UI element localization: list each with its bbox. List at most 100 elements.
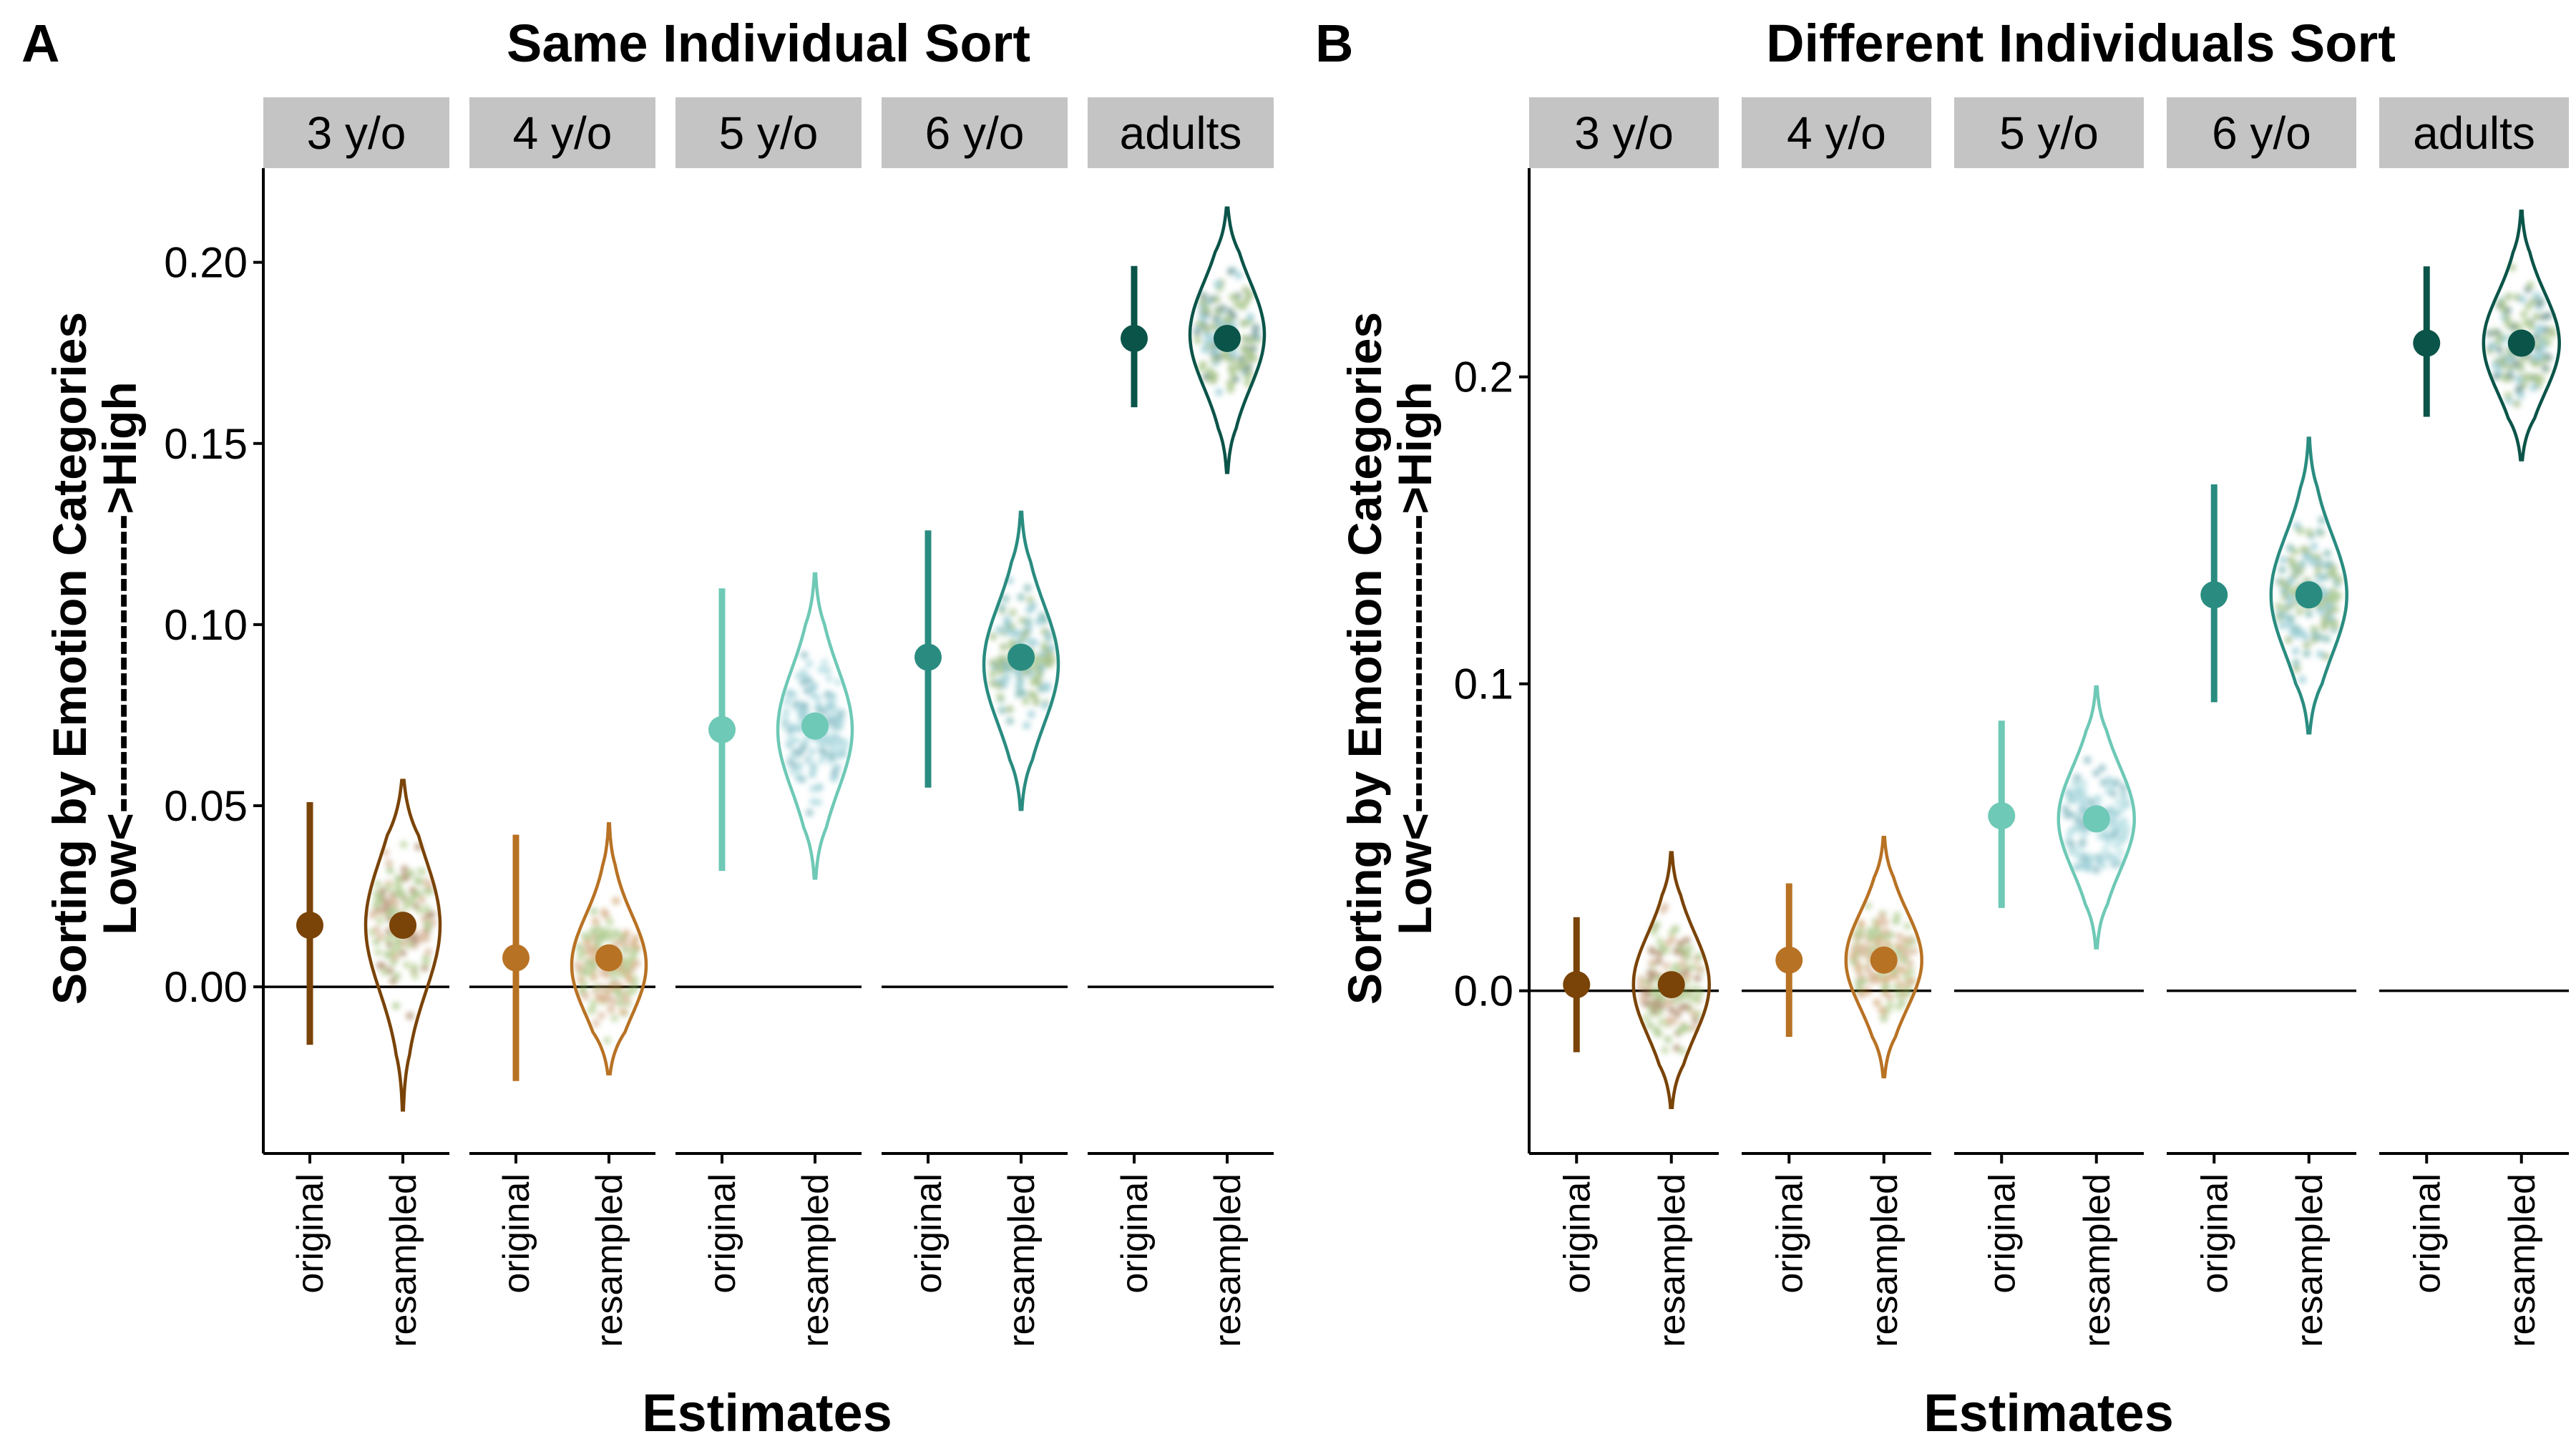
resample-draw — [1008, 638, 1016, 646]
resample-draw — [2066, 830, 2074, 838]
resample-draw — [580, 980, 588, 988]
resample-draw — [804, 687, 811, 695]
resample-draw — [2080, 831, 2087, 839]
resample-draw — [1003, 674, 1010, 682]
resample-draw — [384, 951, 391, 959]
resample-draw — [2116, 821, 2123, 829]
facet-strip-label: adults — [2413, 107, 2535, 159]
resample-draw — [1692, 994, 1700, 1002]
y-tick-label: 0.00 — [164, 963, 248, 1011]
resample-draw — [1024, 618, 1032, 625]
resample-draw — [1656, 950, 1664, 957]
resample-draw — [1023, 721, 1030, 729]
resample-draw — [1873, 999, 1881, 1007]
resample-draw — [2092, 866, 2100, 874]
resample-draw — [1873, 926, 1880, 934]
resample-draw — [1855, 926, 1863, 934]
y-axis-label: Sorting by Emotion CategoriesLow<-------… — [1338, 312, 1441, 1005]
resample-draw — [2079, 797, 2087, 805]
resample-draw — [419, 868, 426, 876]
resample-draw — [2076, 824, 2084, 832]
resample-draw — [2278, 566, 2286, 574]
resample-draw — [2318, 517, 2326, 524]
resample-draw — [1030, 663, 1038, 671]
resample-draw — [2489, 342, 2497, 350]
resample-draw — [2292, 659, 2300, 667]
resample-draw — [1664, 1035, 1672, 1043]
resample-draw — [386, 867, 394, 874]
resample-draw — [632, 935, 640, 942]
resample-draw — [2296, 567, 2304, 575]
resample-draw — [1653, 921, 1661, 929]
facet-strip — [675, 97, 862, 168]
resampled-violin — [2482, 209, 2561, 462]
resample-draw — [1214, 280, 1221, 288]
resample-draw — [998, 604, 1006, 612]
resample-draw — [1035, 679, 1043, 686]
resample-draw — [386, 967, 394, 975]
resample-draw — [401, 865, 409, 873]
resample-draw — [424, 923, 432, 931]
resample-draw — [1658, 1018, 1666, 1026]
resample-draw — [1646, 976, 1654, 984]
resample-draw — [1857, 972, 1865, 980]
resampled-point — [595, 944, 623, 972]
resample-draw — [585, 959, 592, 967]
y-tick-label: 0.10 — [164, 601, 248, 649]
resample-draw — [795, 774, 803, 781]
resample-draw — [1246, 313, 1254, 321]
resampled-violin — [364, 779, 442, 1112]
resample-draw — [1006, 717, 1014, 725]
resample-draw — [2292, 647, 2300, 655]
facet-strip-label: 4 y/o — [1787, 107, 1886, 159]
resample-draw — [786, 741, 793, 748]
resample-draw — [1240, 302, 1248, 310]
original-point — [1775, 946, 1803, 974]
resample-draw — [1864, 987, 1872, 995]
resample-draw — [1858, 944, 1866, 952]
resampled-violin — [1631, 851, 1711, 1109]
resample-draw — [2509, 323, 2517, 331]
resample-draw — [1235, 272, 1242, 279]
resampled-point — [2082, 805, 2110, 833]
resample-draw — [2071, 779, 2079, 787]
resample-draw — [613, 929, 620, 937]
resample-draw — [809, 747, 816, 755]
y-tick-label: 0.05 — [164, 782, 248, 830]
resample-draw — [1883, 940, 1891, 948]
facet-3-y-o: 3 y/o original resampled — [263, 97, 449, 1347]
resample-draw — [1666, 1018, 1673, 1025]
resample-draw — [592, 1020, 600, 1028]
resample-draw — [2532, 313, 2540, 321]
resample-draw — [786, 734, 794, 742]
resample-draw — [836, 723, 843, 731]
x-tick-label: resampled — [383, 1174, 424, 1347]
resample-draw — [1684, 953, 1692, 961]
resample-draw — [2311, 542, 2318, 550]
resample-draw — [625, 957, 633, 965]
x-tick-label: original — [1769, 1174, 1810, 1294]
resample-draw — [1662, 962, 1670, 970]
resample-draw — [1213, 296, 1221, 303]
resample-draw — [2316, 650, 2324, 658]
resample-draw — [1881, 919, 1889, 927]
x-tick-label: original — [496, 1174, 537, 1294]
resample-draw — [1211, 356, 1218, 364]
panel-b: B Different Individuals Sort 0.0 0.1 0.2 Sort… — [1315, 14, 2569, 1443]
resample-draw — [989, 679, 997, 687]
resample-draw — [1674, 965, 1682, 973]
resample-draw — [1203, 326, 1211, 334]
resample-draw — [1229, 356, 1237, 364]
resample-draw — [582, 969, 589, 977]
resample-draw — [1678, 1003, 1686, 1011]
resample-draw — [1215, 389, 1223, 396]
resample-draw — [1885, 972, 1893, 980]
resample-draw — [996, 668, 1004, 675]
resample-draw — [1895, 949, 1902, 957]
resample-draw — [2517, 384, 2524, 391]
resample-draw — [2303, 650, 2311, 658]
resample-draw — [1878, 912, 1886, 920]
resample-draw — [1201, 306, 1209, 314]
resample-draw — [1878, 1006, 1886, 1014]
x-tick-label: resampled — [1207, 1174, 1249, 1347]
